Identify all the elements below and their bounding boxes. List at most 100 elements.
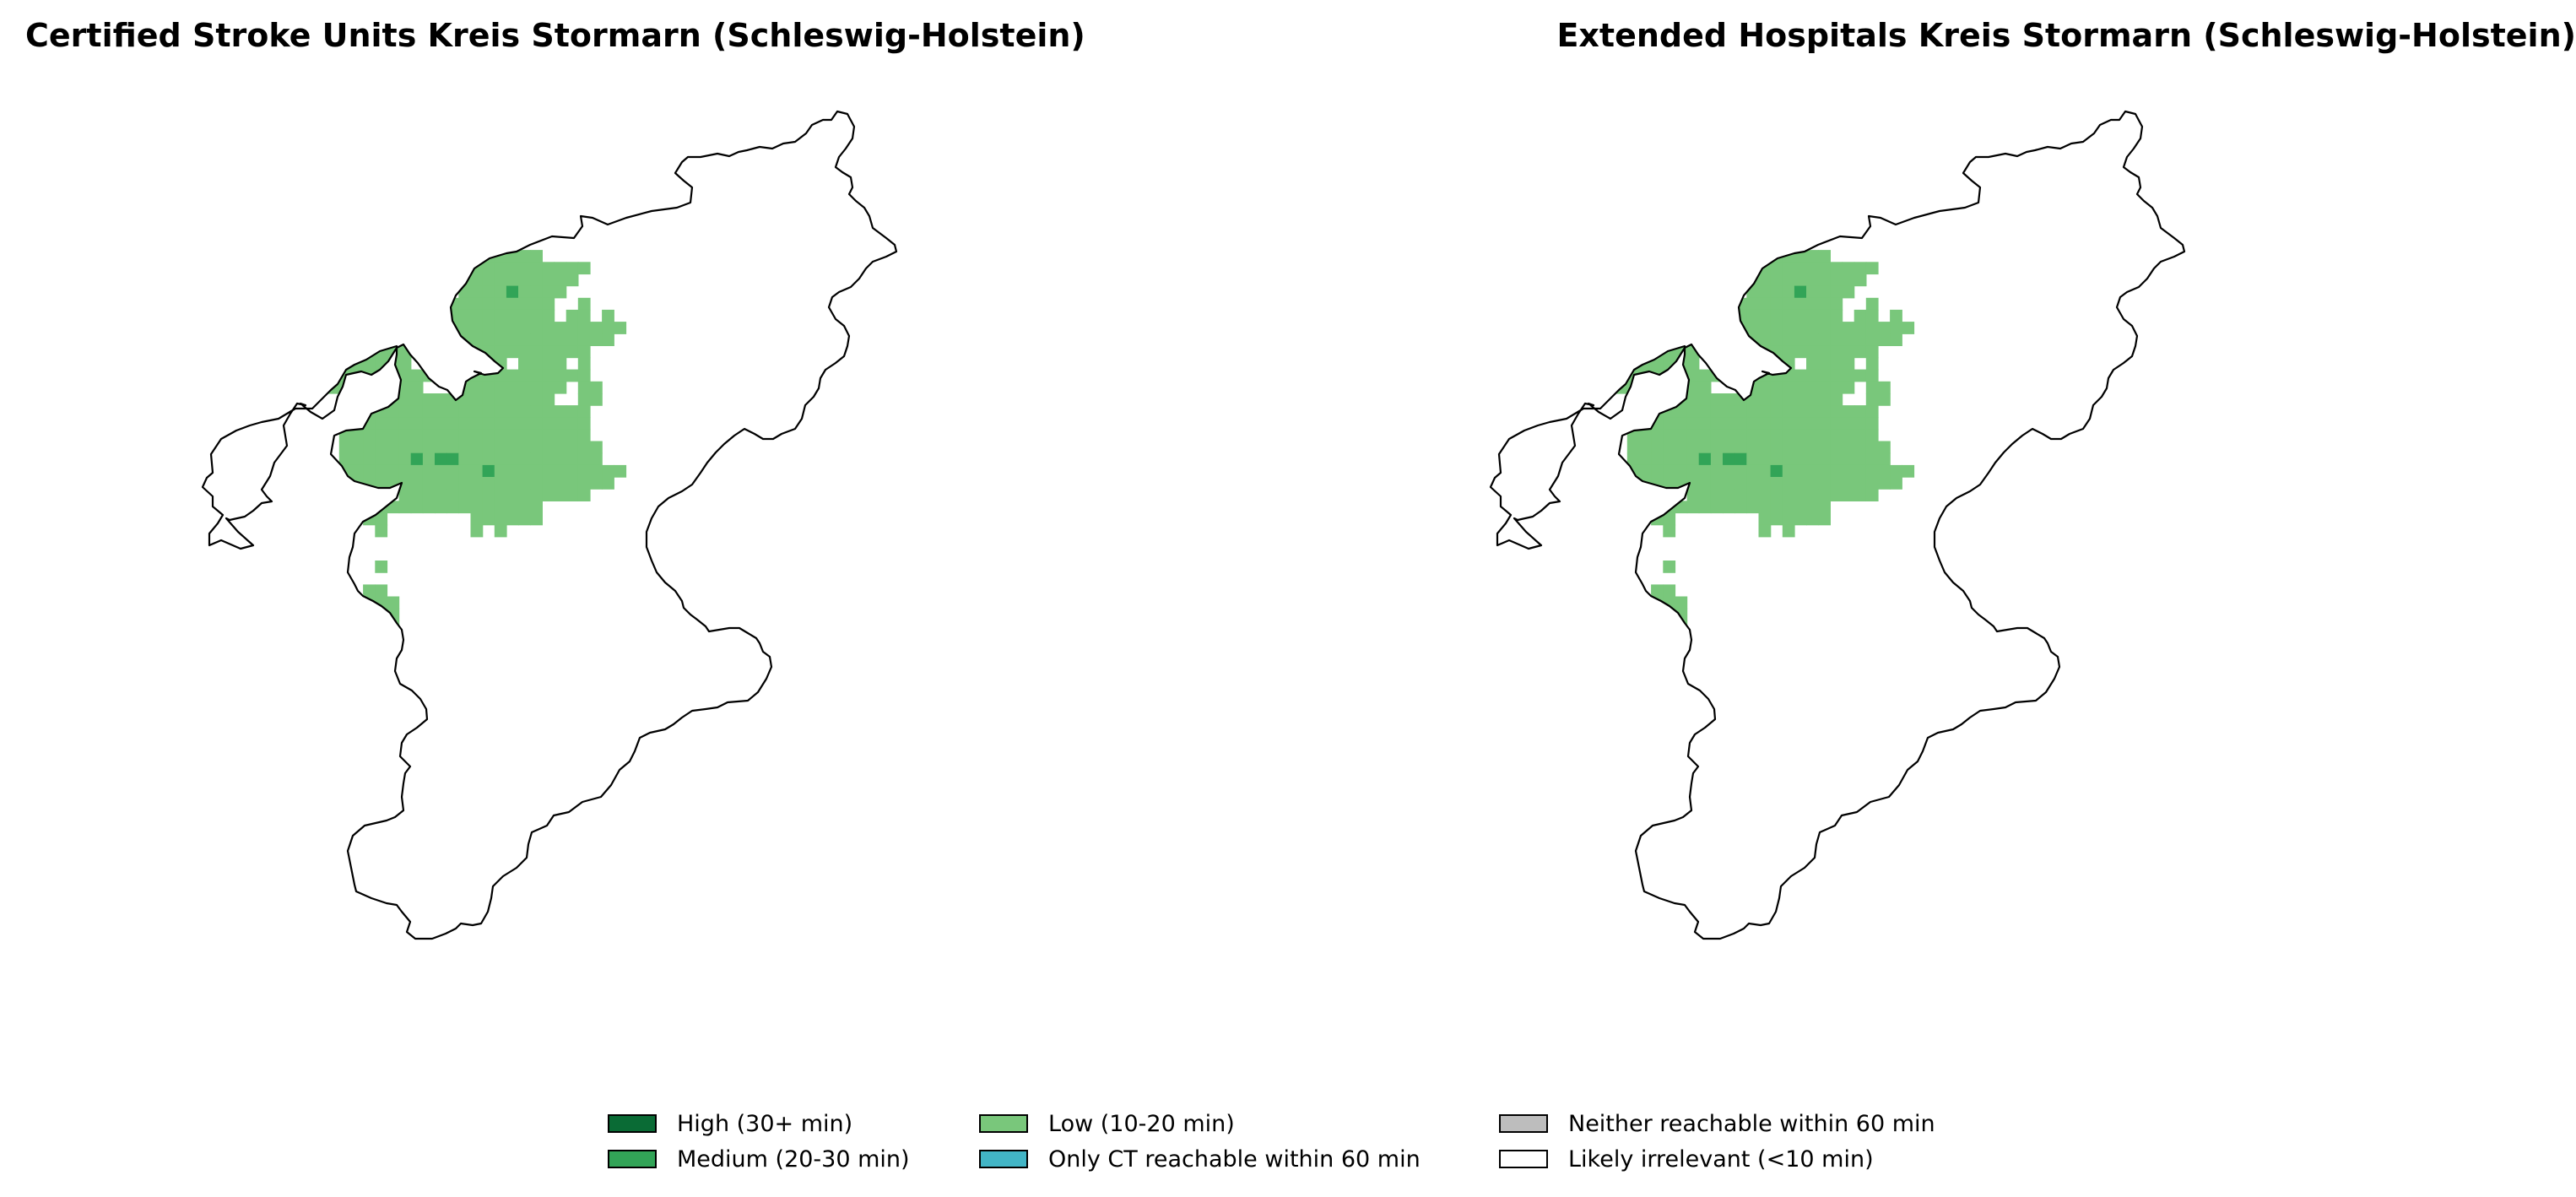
grid-cell bbox=[327, 310, 340, 322]
grid-cell bbox=[483, 441, 495, 454]
grid-cell bbox=[1734, 489, 1747, 501]
grid-cell bbox=[1843, 358, 1855, 371]
reachability-grid bbox=[219, 238, 626, 633]
grid-cell bbox=[1615, 345, 1628, 358]
grid-cell bbox=[1818, 405, 1831, 418]
grid-cell bbox=[1675, 322, 1687, 334]
grid-cell bbox=[458, 501, 471, 513]
grid-cell bbox=[399, 453, 412, 466]
grid-cell bbox=[458, 453, 471, 466]
grid-cell bbox=[435, 477, 447, 490]
grid-cell bbox=[471, 405, 484, 418]
grid-cell bbox=[1854, 429, 1867, 441]
grid-cell bbox=[1734, 345, 1747, 358]
grid-cell bbox=[1675, 465, 1687, 478]
grid-cell bbox=[446, 262, 459, 274]
grid-cell bbox=[1818, 453, 1831, 466]
grid-cell bbox=[1843, 322, 1855, 334]
grid-cell bbox=[1723, 453, 1735, 466]
grid-cell bbox=[495, 382, 507, 394]
grid-cell bbox=[1794, 382, 1807, 394]
grid-cell bbox=[1711, 393, 1724, 406]
grid-cell bbox=[387, 620, 399, 633]
grid-cell bbox=[471, 453, 484, 466]
grid-cell bbox=[542, 441, 555, 454]
grid-cell bbox=[1604, 345, 1616, 358]
grid-cell bbox=[1699, 250, 1712, 263]
grid-cell bbox=[495, 286, 507, 299]
grid-cell bbox=[1794, 345, 1807, 358]
grid-cell bbox=[530, 429, 543, 441]
grid-cell bbox=[495, 262, 507, 274]
grid-cell bbox=[1806, 310, 1819, 322]
grid-cell bbox=[1687, 501, 1700, 513]
grid-cell bbox=[435, 417, 447, 430]
grid-cell bbox=[566, 274, 579, 286]
grid-cell bbox=[495, 310, 507, 322]
grid-cell bbox=[1806, 393, 1819, 406]
grid-cell bbox=[1794, 370, 1807, 382]
grid-cell bbox=[1663, 310, 1675, 322]
grid-cell bbox=[555, 405, 567, 418]
grid-cell bbox=[1818, 370, 1831, 382]
grid-cell bbox=[530, 382, 543, 394]
grid-cell bbox=[1794, 429, 1807, 441]
grid-cell bbox=[423, 310, 436, 322]
stormarn-map-certified bbox=[0, 0, 1288, 1055]
grid-cell bbox=[1854, 262, 1867, 274]
grid-cell bbox=[1818, 262, 1831, 274]
legend-column: Low (10-20 min) Only CT reachable within… bbox=[979, 1106, 1421, 1177]
grid-cell bbox=[1734, 358, 1747, 371]
grid-cell bbox=[530, 250, 543, 263]
grid-cell bbox=[1532, 333, 1545, 346]
grid-cell bbox=[530, 322, 543, 334]
grid-cell bbox=[530, 417, 543, 430]
grid-cell bbox=[1663, 429, 1675, 441]
grid-cell bbox=[458, 298, 471, 311]
grid-cell bbox=[1878, 441, 1891, 454]
grid-cell bbox=[435, 310, 447, 322]
grid-cell bbox=[1723, 345, 1735, 358]
grid-cell bbox=[1866, 333, 1879, 346]
grid-cell bbox=[1687, 489, 1700, 501]
grid-cell bbox=[471, 429, 484, 441]
grid-cell bbox=[1878, 453, 1891, 466]
grid-cell bbox=[542, 393, 555, 406]
grid-cell bbox=[1818, 250, 1831, 263]
grid-cell bbox=[1818, 513, 1831, 526]
grid-cell bbox=[1866, 298, 1879, 311]
grid-cell bbox=[1830, 322, 1843, 334]
grid-cell bbox=[339, 405, 352, 418]
grid-cell bbox=[1866, 465, 1879, 478]
grid-cell bbox=[483, 501, 495, 513]
grid-cell bbox=[1806, 453, 1819, 466]
grid-cell bbox=[1627, 417, 1640, 430]
grid-cell bbox=[363, 465, 376, 478]
grid-cell bbox=[578, 358, 591, 371]
grid-cell bbox=[555, 286, 567, 299]
grid-cell bbox=[435, 370, 447, 382]
grid-cell bbox=[518, 333, 531, 346]
grid-cell bbox=[1711, 489, 1724, 501]
grid-cell bbox=[387, 322, 399, 334]
grid-cell bbox=[542, 429, 555, 441]
grid-cell bbox=[1794, 286, 1807, 299]
grid-cell bbox=[1866, 441, 1879, 454]
grid-cell bbox=[578, 417, 591, 430]
grid-cell bbox=[1818, 322, 1831, 334]
grid-cell bbox=[1734, 274, 1747, 286]
grid-cell bbox=[1746, 262, 1759, 274]
legend-swatch-high bbox=[608, 1114, 657, 1133]
grid-cell bbox=[411, 489, 424, 501]
grid-cell bbox=[1794, 489, 1807, 501]
grid-cell bbox=[1854, 322, 1867, 334]
grid-cell bbox=[1639, 489, 1652, 501]
grid-cell bbox=[446, 501, 459, 513]
grid-cell bbox=[1771, 501, 1783, 513]
grid-cell bbox=[590, 441, 603, 454]
grid-cell bbox=[1771, 465, 1783, 478]
grid-cell bbox=[363, 322, 376, 334]
grid-cell bbox=[530, 345, 543, 358]
grid-cell bbox=[1818, 345, 1831, 358]
grid-cell bbox=[542, 310, 555, 322]
